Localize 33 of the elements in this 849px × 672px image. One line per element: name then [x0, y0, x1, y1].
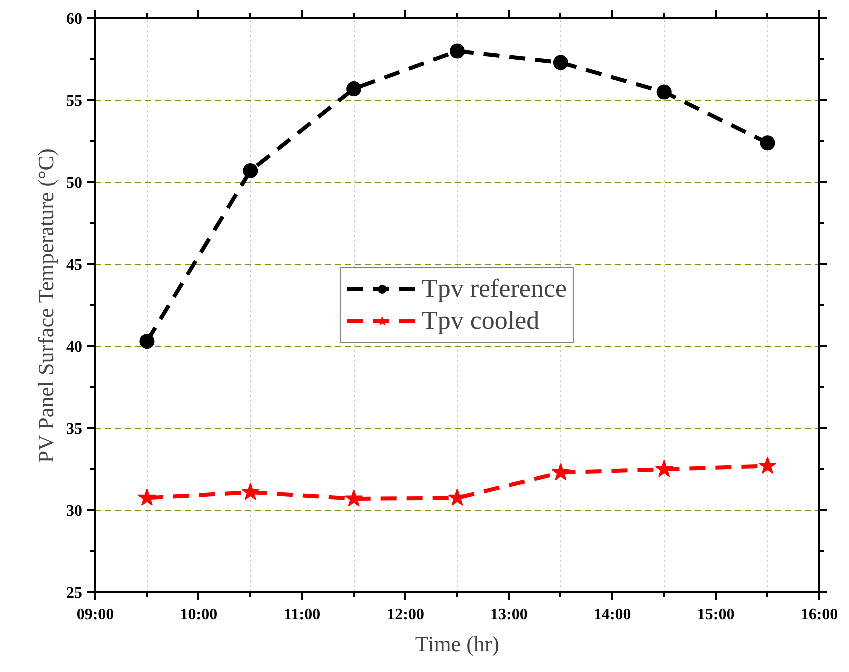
point — [243, 164, 258, 179]
y-tick-label: 60 — [66, 11, 82, 28]
point — [655, 460, 674, 478]
y-tick-label: 45 — [66, 257, 82, 274]
y-tick-label: 50 — [66, 175, 82, 192]
point — [140, 334, 155, 350]
x-tick-label: 09:00 — [76, 606, 114, 624]
point — [450, 44, 465, 59]
y-tick-label: 30 — [66, 503, 82, 520]
x-tick-label: 15:00 — [697, 606, 735, 624]
x-tick-label: 14:00 — [594, 606, 632, 624]
x-tick-label: 16:00 — [800, 606, 838, 624]
x-axis-title: Time (hr) — [415, 632, 500, 656]
point — [138, 488, 156, 506]
x-tick-label: 11:00 — [284, 606, 321, 624]
y-tick-label: 40 — [66, 339, 82, 356]
y-axis-title: PV Panel Surface Temperature (°C) — [34, 148, 58, 464]
point — [656, 84, 672, 100]
point — [346, 82, 362, 97]
y-tick-label: 35 — [66, 421, 82, 438]
point — [758, 456, 777, 474]
point — [552, 463, 570, 481]
y-tick-label: 55 — [66, 93, 82, 110]
x-tick-label: 10:00 — [180, 606, 218, 624]
x-tick-label: 12:00 — [387, 606, 424, 624]
point — [760, 136, 776, 151]
point — [242, 482, 260, 500]
x-tick-label: 13:00 — [490, 606, 528, 624]
point — [553, 55, 568, 70]
point — [345, 490, 364, 507]
y-tick-label: 25 — [66, 585, 82, 602]
legend-label: Tpv reference — [422, 274, 568, 304]
legend-label: Tpv cooled — [422, 306, 540, 336]
